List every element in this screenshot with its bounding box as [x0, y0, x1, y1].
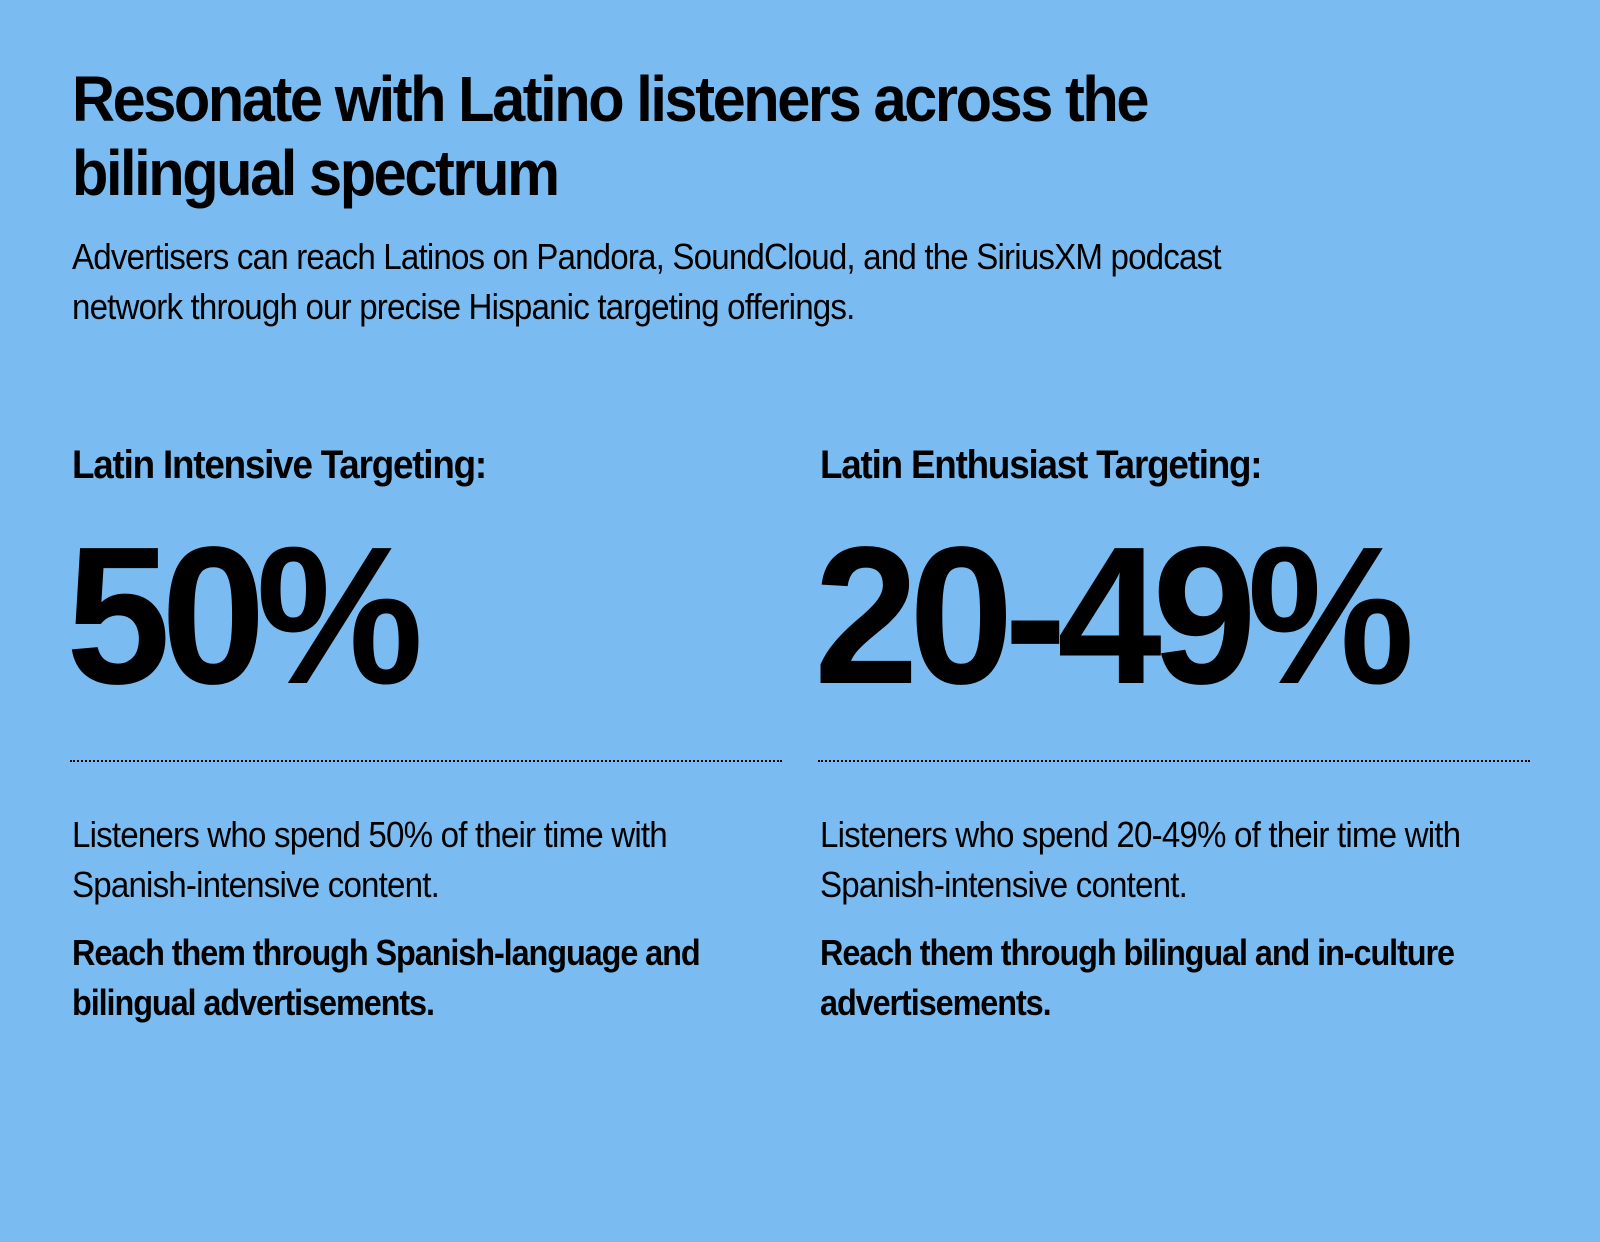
- column-cta-text: Reach them through bilingual and in-cult…: [820, 932, 1455, 1023]
- page-subtitle: Advertisers can reach Latinos on Pandora…: [72, 236, 1222, 327]
- latin-intensive-column: Latin Intensive Targeting: 50% Listeners…: [66, 440, 784, 1023]
- column-heading: Latin Enthusiast Targeting:: [820, 443, 1263, 487]
- column-description: Listeners who spend 50% of their time wi…: [72, 814, 668, 905]
- column-heading: Latin Intensive Targeting:: [72, 443, 487, 487]
- stat-value: 50%: [66, 506, 423, 725]
- column-description: Listeners who spend 20-49% of their time…: [820, 814, 1461, 905]
- stat-value: 20-49%: [814, 506, 1415, 725]
- page-title: Resonate with Latino listeners across th…: [72, 63, 1149, 209]
- dotted-divider: [70, 760, 782, 762]
- dotted-divider: [818, 760, 1530, 762]
- column-cta-text: Reach them through Spanish-language and …: [72, 932, 701, 1023]
- latin-enthusiast-column: Latin Enthusiast Targeting: 20-49% Liste…: [814, 440, 1532, 1023]
